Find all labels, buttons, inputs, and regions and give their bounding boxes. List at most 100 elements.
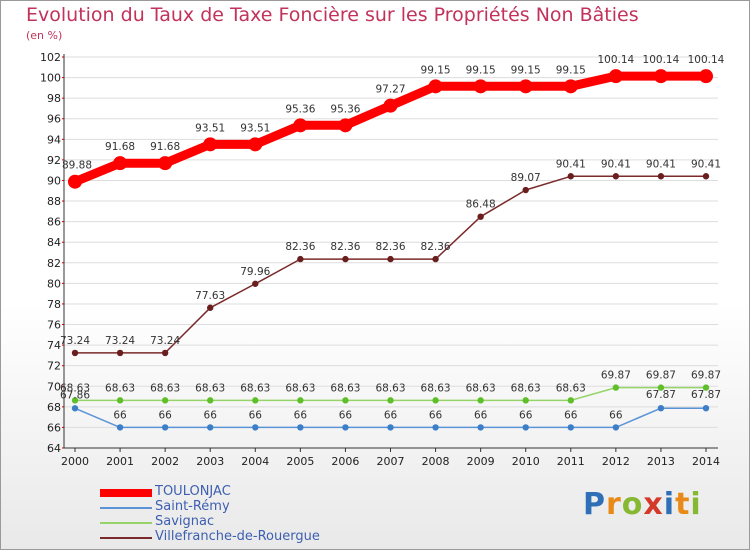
data-point (387, 424, 394, 431)
data-labels: 89.88 91.68 91.68 93.51 93.51 95.36 95.36 97.27… (60, 54, 725, 421)
data-label: 68.63 (556, 382, 586, 394)
data-point (432, 255, 439, 263)
data-label: 68.63 (195, 382, 225, 394)
logo-letter: x (643, 487, 664, 522)
y-tick-label: 98 (47, 92, 61, 105)
y-tick-label: 82 (47, 257, 61, 270)
legend-label: Villefranche-de-Rouergue (155, 529, 320, 544)
y-tick-label: 96 (47, 113, 61, 126)
x-tick-label: 2006 (331, 455, 359, 468)
data-label: 91.68 (105, 141, 135, 153)
data-point (161, 424, 169, 431)
data-label: 99.15 (421, 64, 451, 76)
data-label: 99.15 (466, 64, 496, 76)
y-tick-label: 64 (47, 442, 61, 455)
x-tick-label: 2003 (196, 455, 224, 468)
data-point (207, 304, 214, 311)
data-label: 95.36 (330, 103, 360, 115)
series-group (68, 69, 713, 431)
series-line-villefranche-de-rouergue (75, 175, 706, 354)
data-point (207, 397, 214, 404)
data-point (522, 424, 529, 431)
chart-title: Evolution du Taux de Taxe Foncière sur l… (26, 4, 639, 26)
legend-label: Savignac (155, 514, 215, 529)
x-tick-label: 2008 (422, 455, 450, 468)
data-label: 97.27 (375, 84, 405, 96)
data-label: 69.87 (691, 370, 721, 382)
data-point (432, 397, 439, 404)
legend-swatch (100, 522, 152, 524)
y-tick-label: 70 (47, 380, 61, 393)
data-point (203, 137, 218, 152)
data-label: 66 (294, 409, 308, 421)
data-label: 66 (519, 409, 533, 421)
x-tick-label: 2000 (61, 455, 89, 468)
data-point (297, 255, 304, 263)
data-label: 66 (384, 409, 398, 421)
data-point (252, 280, 259, 287)
data-point (207, 424, 214, 431)
data-label: 66 (204, 409, 218, 421)
logo-letter: t (675, 487, 691, 522)
data-point (116, 424, 124, 431)
y-tick-label: 92 (47, 154, 61, 167)
data-point (158, 156, 173, 171)
data-point (653, 69, 668, 84)
x-tick-label: 2007 (377, 455, 405, 468)
data-label: 66 (158, 409, 172, 421)
data-label: 68.63 (60, 382, 90, 394)
data-label: 67.87 (691, 389, 721, 401)
data-label: 73.24 (105, 335, 135, 347)
data-point (342, 255, 349, 263)
data-label: 66 (249, 409, 263, 421)
y-tick-label: 68 (47, 401, 61, 414)
data-label: 82.36 (421, 241, 451, 253)
unit-label: (en %) (26, 29, 63, 42)
y-tick-label: 86 (47, 216, 61, 229)
y-tick-label: 94 (47, 133, 61, 146)
data-label: 82.36 (375, 241, 405, 253)
data-label: 68.63 (105, 382, 135, 394)
y-tick-label: 102 (40, 51, 61, 64)
data-point (116, 349, 124, 357)
y-tick-label: 78 (47, 298, 61, 311)
data-label: 99.15 (511, 64, 541, 76)
legend-label: Saint-Rémy (155, 499, 230, 514)
data-label: 66 (474, 409, 488, 421)
y-tick-label: 80 (47, 277, 61, 290)
x-tick-label: 2004 (241, 455, 269, 468)
legend-swatch (100, 537, 152, 539)
data-label: 67.86 (60, 389, 90, 401)
x-tick-label: 2012 (602, 455, 630, 468)
data-label: 68.63 (240, 382, 270, 394)
x-tick-label: 2014 (692, 455, 720, 468)
data-point (71, 397, 79, 404)
data-label: 67.87 (646, 389, 676, 401)
data-point (248, 137, 263, 152)
data-point (522, 186, 529, 194)
data-point (567, 397, 574, 404)
data-label: 68.63 (330, 382, 360, 394)
legend-swatch (100, 507, 152, 509)
data-label: 66 (113, 409, 127, 421)
proxiti-logo: Proxiti (583, 487, 702, 522)
logo-letter: r (606, 487, 622, 522)
logo-letter: P (583, 487, 606, 522)
data-label: 68.63 (150, 382, 180, 394)
data-point (387, 255, 394, 263)
data-point (563, 79, 578, 94)
data-point (116, 397, 124, 404)
data-point (473, 79, 488, 94)
data-point (657, 384, 665, 391)
x-tick-label: 2013 (647, 455, 675, 468)
y-tick-label: 84 (47, 236, 61, 249)
data-label: 91.68 (150, 141, 180, 153)
data-point (338, 118, 353, 133)
data-label: 100.14 (643, 54, 680, 66)
y-tick-label: 76 (47, 319, 61, 332)
data-label: 90.41 (691, 158, 721, 170)
data-label: 66 (339, 409, 353, 421)
data-point (161, 397, 169, 404)
data-label: 66 (429, 409, 443, 421)
